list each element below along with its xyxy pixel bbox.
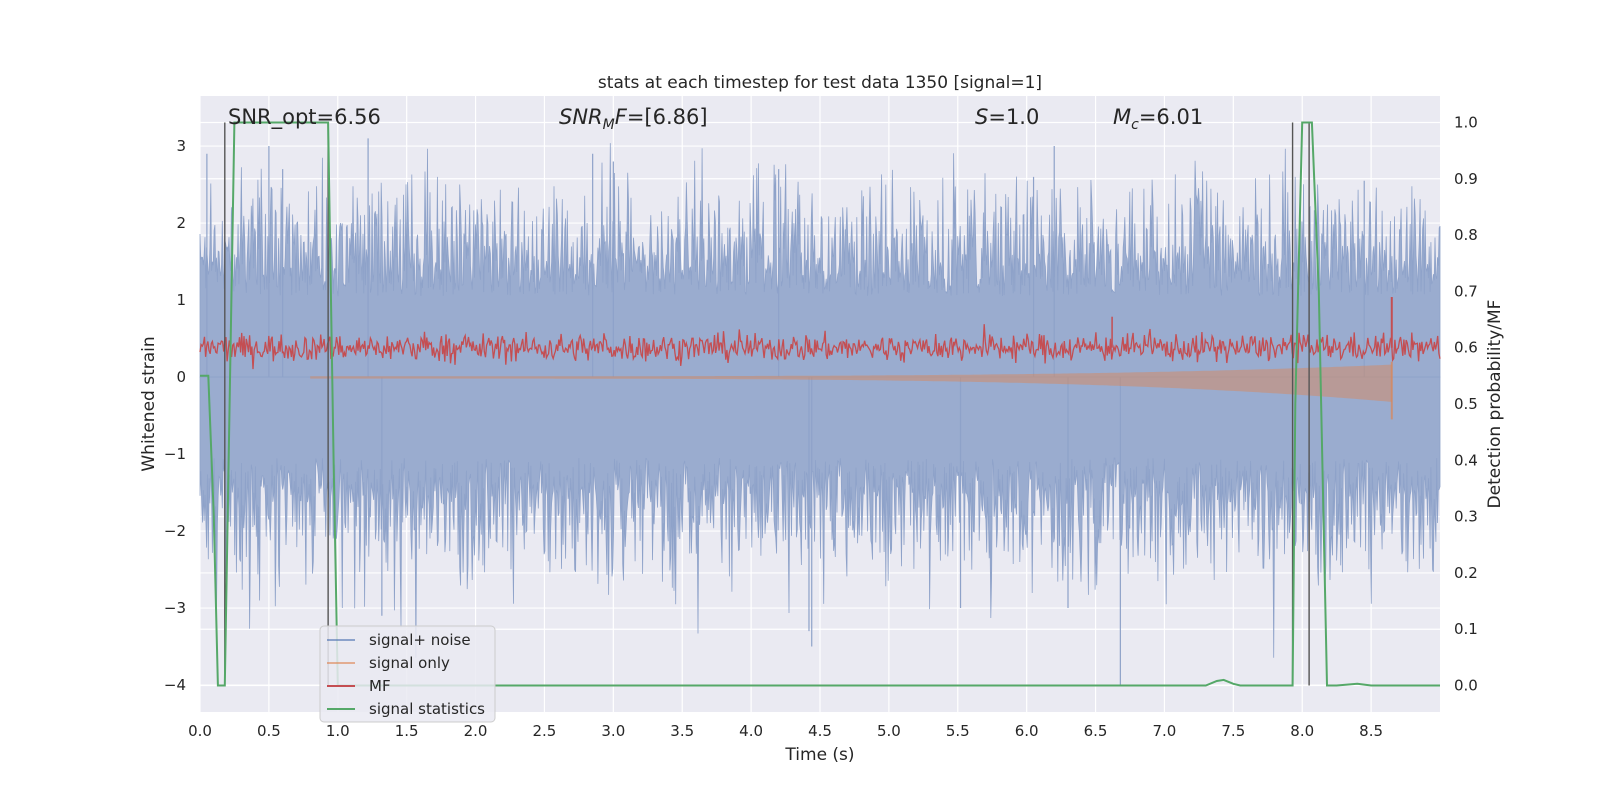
x-tick-label: 3.5	[670, 722, 694, 740]
y-left-tick-label: 0	[176, 368, 186, 386]
x-tick-label: 5.0	[877, 722, 901, 740]
legend-box	[319, 625, 496, 723]
y-right-tick-label: 0.7	[1454, 282, 1478, 300]
y-left-tick-label: −1	[164, 445, 186, 463]
axis-ticks: 0.0 0.5 1.0 1.5 2.0 2.5 3.0 3.5 4.0 4.5 5.0 5.5 6.0 6…	[164, 113, 1478, 740]
x-tick-label: 4.0	[739, 722, 763, 740]
x-tick-label: 5.5	[946, 722, 970, 740]
annotation-snr-mf-main: SNR	[559, 105, 603, 129]
legend-label-signal-noise: signal+ noise	[369, 631, 471, 649]
x-tick-label: 1.5	[395, 722, 419, 740]
y-right-tick-label: 0.5	[1454, 395, 1478, 413]
annotation-snr-mf-value: =[6.86]	[627, 105, 708, 129]
x-tick-label: 6.5	[1084, 722, 1108, 740]
annotation-snr-mf-sub: M	[603, 117, 615, 133]
x-tick-label: 7.0	[1153, 722, 1177, 740]
y-right-tick-label: 0.2	[1454, 564, 1478, 582]
x-tick-label: 6.0	[1015, 722, 1039, 740]
y-right-tick-label: 0.1	[1454, 620, 1478, 638]
signal-only-envelope	[310, 364, 1392, 402]
y-right-tick-label: 1.0	[1454, 113, 1478, 131]
annotation-mc-sub: c	[1131, 117, 1139, 133]
x-axis-label: Time (s)	[784, 745, 854, 765]
y-right-tick-label: 0.8	[1454, 226, 1478, 244]
y-right-tick-label: 0.3	[1454, 508, 1478, 526]
annotation-mc: Mc=6.01	[1113, 105, 1203, 133]
y-left-tick-label: 2	[176, 214, 186, 232]
y-right-tick-label: 0.4	[1454, 451, 1478, 469]
y-axis-right-label: Detection probability/MF	[1485, 300, 1505, 509]
signal-only-series	[310, 361, 1393, 420]
x-tick-label: 2.0	[464, 722, 488, 740]
annotation-snr-mf: SNRMF=[6.86]	[559, 105, 708, 133]
y-left-tick-label: 1	[176, 291, 186, 309]
x-tick-label: 0.5	[257, 722, 281, 740]
annotation-s-main: S	[975, 105, 988, 129]
annotation-snr-opt: SNR_opt=6.56	[228, 105, 381, 130]
chart-title: stats at each timestep for test data 135…	[598, 73, 1042, 93]
x-tick-label: 8.5	[1359, 722, 1383, 740]
x-tick-label: 0.0	[188, 722, 212, 740]
signal-statistics-line	[200, 121, 1440, 687]
legend: signal+ noise signal only MF signal stat…	[319, 625, 496, 723]
legend-label-mf: MF	[369, 677, 391, 695]
y-right-tick-label: 0.0	[1454, 677, 1478, 695]
x-tick-label: 3.0	[601, 722, 625, 740]
legend-label-signal-statistics: signal statistics	[369, 700, 485, 718]
noise-lower	[199, 376, 1441, 658]
annotation-mc-value: =6.01	[1139, 105, 1203, 129]
y-left-tick-label: −2	[164, 522, 186, 540]
y-left-tick-label: 3	[176, 137, 186, 155]
y-right-tick-label: 0.9	[1454, 170, 1478, 188]
x-tick-label: 4.5	[808, 722, 832, 740]
signal-statistics-series	[200, 121, 1440, 687]
y-left-tick-label: −4	[164, 676, 186, 694]
signal-noise-series	[199, 138, 1441, 686]
annotation-mc-main: M	[1113, 105, 1131, 129]
y-axis-left-label: Whitened strain	[139, 336, 159, 471]
x-tick-label: 7.5	[1221, 722, 1245, 740]
y-left-tick-label: −3	[164, 599, 186, 617]
legend-label-signal-only: signal only	[369, 654, 450, 672]
x-tick-label: 1.0	[326, 722, 350, 740]
annotation-s-value: =1.0	[988, 105, 1039, 129]
y-right-tick-label: 0.6	[1454, 339, 1478, 357]
mf-line	[199, 324, 1441, 370]
x-tick-label: 2.5	[533, 722, 557, 740]
x-tick-label: 8.0	[1290, 722, 1314, 740]
noise-upper	[199, 143, 1441, 378]
annotation-s: S=1.0	[975, 105, 1039, 129]
annotation-snr-mf-f: F	[615, 105, 628, 129]
mf-series	[199, 297, 1441, 370]
